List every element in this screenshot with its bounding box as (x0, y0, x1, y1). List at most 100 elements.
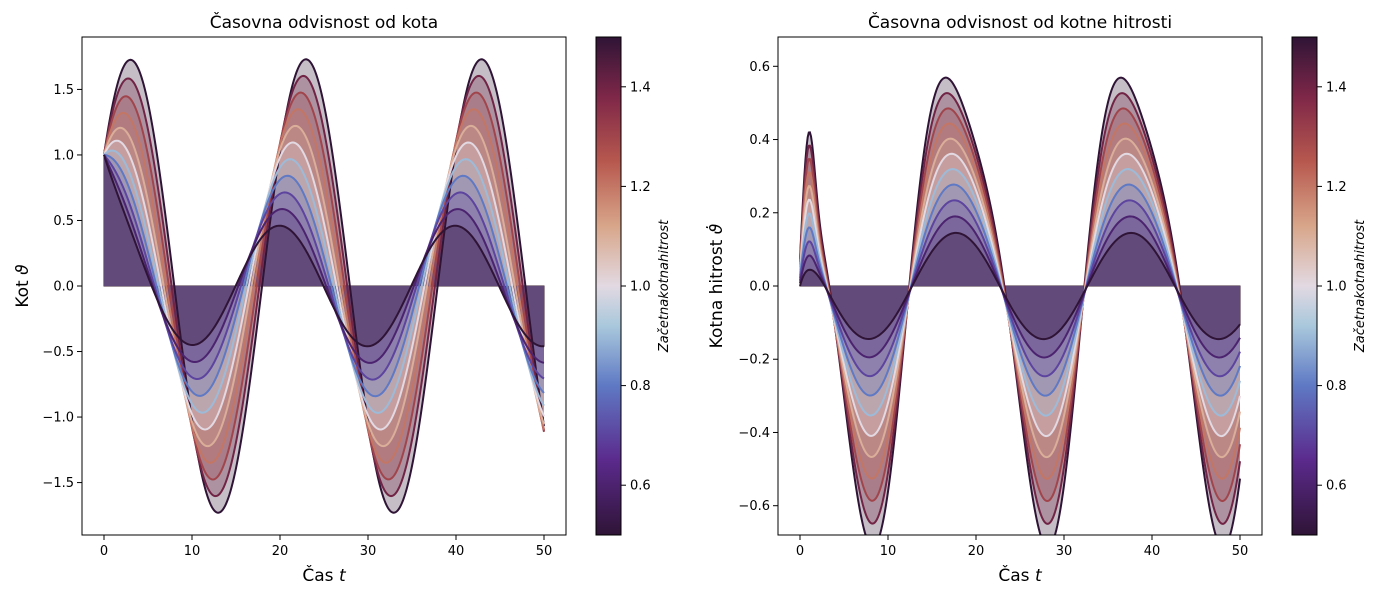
velocity-series-line (799, 183, 1241, 397)
angle-colorbar-tick-label: 0.8 (630, 379, 651, 394)
angle-y-tick-label: 0.0 (53, 280, 74, 295)
velocity-y-tick-label: −0.4 (738, 426, 770, 441)
angle-colorbar-tick-label: 0.6 (630, 479, 651, 494)
velocity-colorbar: 0.6 0.8 1.0 1.2 1.4 Začetnakotnahitrost (1291, 36, 1368, 536)
angle-series-fill (104, 109, 544, 463)
velocity-series-fill (800, 200, 1240, 377)
angle-colorbar-label: Začetnakotnahitrost (657, 219, 672, 353)
angle-series-line (103, 154, 545, 348)
velocity-x-tick-label: 0 (796, 544, 804, 559)
velocity-series-fill (800, 232, 1240, 340)
angle-series-line (103, 58, 545, 514)
velocity-x-tick-label: 10 (880, 544, 897, 559)
velocity-series-fill (800, 77, 1240, 535)
velocity-y-tick-label: 0.4 (749, 133, 770, 148)
velocity-series-fill (800, 184, 1240, 396)
velocity-series-line (799, 168, 1241, 417)
velocity-colorbar-tick-label: 0.6 (1326, 479, 1347, 494)
angle-y-tick-label: −1.0 (42, 411, 74, 426)
velocity-colorbar-gradient (1291, 36, 1318, 536)
angle-series-fill (104, 154, 544, 397)
velocity-series-line (799, 215, 1241, 359)
angle-series-fill (104, 75, 544, 497)
velocity-y-tick-label: 0.0 (749, 280, 770, 295)
velocity-colorbar-tick-label: 1.4 (1326, 80, 1347, 95)
angle-x-label-symbol: t (339, 566, 347, 586)
velocity-series-line (799, 122, 1241, 480)
angle-plot-area (103, 58, 545, 514)
angle-colorbar-tick-label: 1.0 (630, 280, 651, 295)
velocity-series-line (799, 107, 1241, 503)
angle-x-tick-label: 0 (100, 544, 108, 559)
velocity-colorbar-ticks: 0.6 0.8 1.0 1.2 1.4 (1317, 80, 1347, 494)
velocity-y-ticks: −0.6 −0.4 −0.2 0.0 0.2 0.4 0.6 (738, 60, 778, 514)
angle-x-tick-label: 30 (360, 544, 377, 559)
velocity-y-axis-label: Kotna hitrost ϑ̇ (704, 223, 727, 348)
velocity-series-line (799, 92, 1241, 525)
angle-series-fill (104, 154, 544, 363)
velocity-series-fill (800, 123, 1240, 479)
velocity-plot-title: Časovna odvisnost od kotne hitrosti (868, 11, 1172, 33)
angle-y-label-symbol: ϑ (13, 264, 33, 275)
angle-x-tick-label: 40 (448, 544, 465, 559)
velocity-plot-area (799, 76, 1241, 535)
angle-colorbar-tick-label: 1.4 (630, 80, 651, 95)
velocity-y-tick-label: 0.2 (749, 206, 770, 221)
angle-y-axis-label: Kot ϑ (13, 264, 33, 308)
angle-colorbar-ticks: 0.6 0.8 1.0 1.2 1.4 (621, 80, 651, 494)
velocity-colorbar-tick-label: 0.8 (1326, 379, 1347, 394)
angle-plot: Časovna odvisnost od kota 0 10 20 30 40 50 −1… (13, 11, 672, 586)
angle-x-tick-label: 50 (536, 544, 553, 559)
angle-series-fill (104, 125, 544, 447)
angle-series-fill (104, 154, 544, 380)
angle-series-line (103, 74, 545, 498)
velocity-y-label-symbol: ϑ̇ (704, 223, 727, 234)
angle-x-tick-label: 20 (272, 544, 289, 559)
angle-colorbar: 0.6 0.8 1.0 1.2 1.4 Začetnakotnahitrost (595, 36, 672, 536)
velocity-series-line (799, 137, 1241, 459)
velocity-series-line (799, 231, 1241, 341)
angle-series-line (103, 91, 545, 481)
velocity-series-fill (800, 216, 1240, 358)
velocity-x-tick-label: 40 (1144, 544, 1161, 559)
velocity-x-axis-label: Čas t (998, 564, 1043, 586)
velocity-x-ticks: 0 10 20 30 40 50 (796, 535, 1248, 559)
angle-series-group (103, 58, 545, 514)
velocity-y-tick-label: −0.6 (738, 499, 770, 514)
velocity-series-line (799, 152, 1241, 438)
velocity-series-fill (800, 108, 1240, 502)
angle-series-line (103, 154, 545, 364)
angle-y-tick-label: −1.5 (42, 476, 74, 491)
angle-colorbar-tick-label: 1.2 (630, 180, 651, 195)
velocity-x-tick-label: 50 (1232, 544, 1249, 559)
velocity-series-line (799, 199, 1241, 378)
velocity-series-fill (800, 169, 1240, 416)
angle-y-tick-label: 0.5 (53, 214, 74, 229)
velocity-series-fill (800, 153, 1240, 437)
angle-y-ticks: −1.5 −1.0 −0.5 0.0 0.5 1.0 1.5 (42, 83, 82, 491)
angle-y-tick-label: 1.0 (53, 148, 74, 163)
velocity-x-tick-label: 20 (968, 544, 985, 559)
angle-series-fill (104, 154, 544, 347)
angle-colorbar-gradient (595, 36, 622, 536)
velocity-colorbar-tick-label: 1.0 (1326, 280, 1347, 295)
velocity-y-label-text: Kotna hitrost (707, 239, 727, 348)
angle-y-tick-label: 1.5 (53, 83, 74, 98)
angle-x-axis-label: Čas t (302, 564, 347, 586)
angle-x-ticks: 0 10 20 30 40 50 (100, 535, 552, 559)
velocity-colorbar-label: Začetnakotnahitrost (1353, 219, 1368, 353)
angle-y-label-text: Kot (13, 280, 33, 308)
velocity-series-fill (800, 138, 1240, 458)
velocity-y-tick-label: 0.6 (749, 60, 770, 75)
velocity-x-tick-label: 30 (1056, 544, 1073, 559)
velocity-plot: Časovna odvisnost od kotne hitrosti 0 10 2… (704, 11, 1368, 586)
velocity-x-label-symbol: t (1035, 566, 1043, 586)
angle-plot-title: Časovna odvisnost od kota (210, 11, 438, 33)
angle-x-label-text: Čas (302, 564, 333, 586)
velocity-colorbar-tick-label: 1.2 (1326, 180, 1347, 195)
angle-x-tick-label: 10 (184, 544, 201, 559)
velocity-y-tick-label: −0.2 (738, 353, 770, 368)
angle-series-line (103, 154, 545, 381)
velocity-series-group (799, 76, 1241, 535)
